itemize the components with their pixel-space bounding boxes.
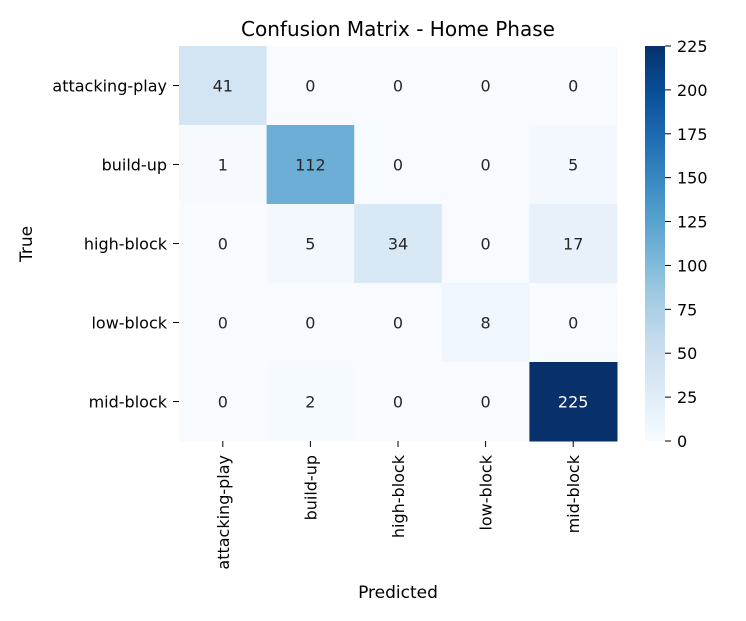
- y-axis-label: True: [17, 226, 37, 263]
- cell-value-label: 0: [393, 393, 403, 412]
- cell-value-label: 2: [305, 393, 315, 412]
- cell-value-label: 8: [481, 314, 491, 333]
- x-tick-label: attacking-play: [214, 455, 233, 570]
- heatmap-cell: [179, 362, 268, 442]
- heatmap-cell: [529, 125, 618, 205]
- x-axis-label: Predicted: [358, 583, 438, 603]
- cell-value-label: 0: [481, 235, 491, 254]
- heatmap-cell: [266, 362, 355, 442]
- colorbar-tick-label: 200: [677, 81, 708, 100]
- cell-value-label: 0: [218, 235, 228, 254]
- cell-value-label: 0: [218, 393, 228, 412]
- cell-value-label: 112: [295, 156, 326, 175]
- heatmap-cell: [179, 204, 268, 284]
- heatmap-cell: [354, 362, 443, 442]
- heatmap-cell: [441, 204, 530, 284]
- cell-value-label: 0: [305, 77, 315, 96]
- heatmap-cell: [529, 362, 618, 442]
- y-tick-label: low-block: [91, 314, 167, 333]
- cell-value-label: 0: [218, 314, 228, 333]
- heatmap-cell: [441, 46, 530, 126]
- y-tick-label: mid-block: [89, 393, 168, 412]
- colorbar-tick-label: 125: [677, 213, 708, 232]
- cell-value-label: 5: [305, 235, 315, 254]
- colorbar-tick-label: 150: [677, 169, 708, 188]
- x-tick-label: mid-block: [564, 454, 583, 533]
- cell-value-label: 0: [481, 393, 491, 412]
- colorbar-tick-label: 225: [677, 37, 708, 56]
- heatmap-cell: [179, 125, 268, 205]
- heatmap-cell: [529, 204, 618, 284]
- colorbar-tick-label: 75: [677, 300, 697, 319]
- heatmap-cell: [266, 283, 355, 363]
- cell-value-label: 0: [393, 156, 403, 175]
- colorbar-tick-label: 50: [677, 344, 697, 363]
- cell-value-label: 17: [563, 235, 583, 254]
- heatmap-cell: [179, 283, 268, 363]
- cell-value-label: 225: [558, 393, 589, 412]
- y-axis-ticks: attacking-play build-up high-block low-bloc…: [52, 77, 179, 412]
- x-tick-label: build-up: [301, 455, 320, 520]
- y-tick-label: high-block: [84, 235, 168, 254]
- x-tick-label: high-block: [389, 454, 408, 538]
- chart-title: Confusion Matrix - Home Phase: [241, 17, 555, 41]
- heatmap-cell: [354, 283, 443, 363]
- y-tick-label: attacking-play: [52, 77, 167, 96]
- cell-value-label: 0: [393, 77, 403, 96]
- cell-value-label: 5: [568, 156, 578, 175]
- colorbar-tick-label: 25: [677, 388, 697, 407]
- cell-value-label: 0: [305, 314, 315, 333]
- colorbar-tick-label: 175: [677, 125, 708, 144]
- x-axis-ticks: attacking-play build-up high-block low-bloc…: [214, 441, 583, 570]
- heatmap-cell: [354, 46, 443, 126]
- cell-value-label: 1: [218, 156, 228, 175]
- heatmap-cell: [441, 362, 530, 442]
- cell-value-label: 34: [388, 235, 408, 254]
- heatmap-cells: 41 0 0 0 0 1 112 0 0 5 0 5 34 0 17 0 0 0 8 0 0 2 0 0 225: [179, 46, 618, 442]
- cell-value-label: 0: [568, 314, 578, 333]
- heatmap-cell: [529, 46, 618, 126]
- cell-value-label: 0: [568, 77, 578, 96]
- heatmap-cell: [441, 125, 530, 205]
- heatmap-cell: [529, 283, 618, 363]
- y-tick-label: build-up: [102, 156, 167, 175]
- colorbar-tick-label: 100: [677, 256, 708, 275]
- heatmap-cell: [354, 204, 443, 284]
- cell-value-label: 0: [481, 156, 491, 175]
- colorbar-tick-label: 0: [677, 432, 687, 451]
- heatmap-cell: [266, 46, 355, 126]
- colorbar: [645, 46, 665, 441]
- heatmap-cell: [266, 125, 355, 205]
- colorbar-ticks: 0 25 50 75 100 125 150 175 200 225: [665, 37, 708, 451]
- heatmap-cell: [179, 46, 268, 126]
- x-tick-label: low-block: [477, 454, 496, 530]
- heatmap-cell: [441, 283, 530, 363]
- cell-value-label: 0: [393, 314, 403, 333]
- cell-value-label: 0: [481, 77, 491, 96]
- heatmap-cell: [354, 125, 443, 205]
- cell-value-label: 41: [213, 77, 233, 96]
- heatmap-cell: [266, 204, 355, 284]
